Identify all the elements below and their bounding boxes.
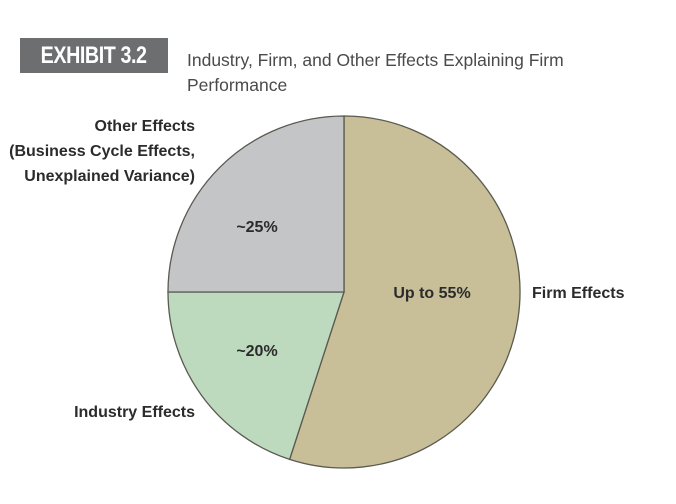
slice-label-firm: Firm Effects bbox=[532, 285, 625, 302]
slice-label-other-line1: Other Effects bbox=[95, 118, 196, 135]
pie-slice-industry bbox=[167, 291, 345, 461]
slice-label-other-line2: (Business Cycle Effects, bbox=[9, 143, 195, 160]
value-label-firm: Up to 55% bbox=[393, 285, 470, 302]
exhibit-number: EXHIBIT 3.2 bbox=[41, 42, 147, 69]
pie-slice-firm bbox=[288, 115, 521, 469]
value-label-other: ~25% bbox=[236, 219, 277, 236]
chart-title: Industry, Firm, and Other Effects Explai… bbox=[187, 50, 564, 95]
value-label-industry: ~20% bbox=[236, 343, 277, 360]
slice-label-other-line3: Unexplained Variance) bbox=[24, 168, 195, 185]
pie-slice-other bbox=[167, 115, 345, 293]
slice-label-industry: Industry Effects bbox=[74, 404, 195, 421]
exhibit-badge: EXHIBIT 3.2 bbox=[20, 38, 168, 73]
